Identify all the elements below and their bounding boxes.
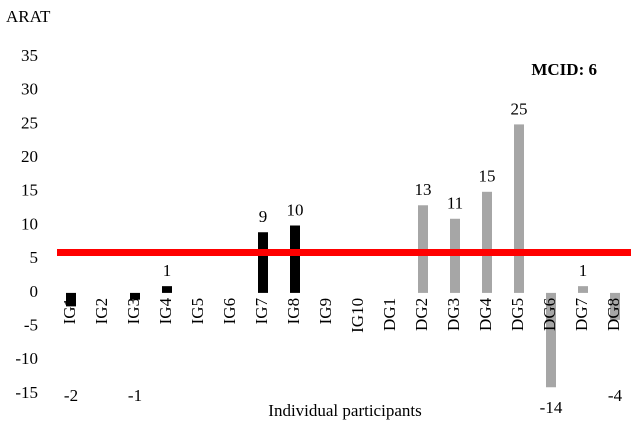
data-label: -2 — [64, 386, 78, 405]
x-tick-label: IG3 — [124, 298, 143, 324]
y-tick-label: 35 — [21, 46, 38, 65]
x-tick-label: DG7 — [572, 297, 591, 331]
bar — [546, 292, 556, 388]
bar — [482, 191, 492, 293]
y-tick-label: 0 — [30, 282, 39, 301]
data-label: 9 — [259, 207, 268, 226]
x-tick-label: DG8 — [604, 298, 623, 331]
data-label: 13 — [415, 180, 432, 199]
y-tick-label: 20 — [21, 147, 38, 166]
data-label: -14 — [540, 398, 563, 417]
y-tick-label: 15 — [21, 181, 38, 200]
data-label: -4 — [608, 386, 623, 405]
bar — [258, 232, 268, 293]
x-tick-label: IG6 — [220, 298, 239, 324]
data-label: -1 — [128, 386, 142, 405]
bar — [610, 292, 620, 320]
x-tick-label: IG2 — [92, 298, 111, 324]
y-tick-label: 25 — [21, 113, 38, 132]
x-tick-label: IG1 — [60, 298, 79, 324]
bar — [130, 292, 140, 300]
y-tick-label: -5 — [24, 316, 38, 335]
x-axis-label: Individual participants — [268, 401, 421, 420]
x-tick-label: DG2 — [412, 298, 431, 331]
x-tick-label: DG4 — [476, 297, 495, 331]
x-tick-label: IG4 — [156, 297, 175, 324]
y-tick-label: 5 — [30, 248, 39, 267]
x-tick-label: DG1 — [380, 298, 399, 331]
bar — [66, 292, 76, 307]
data-label: 1 — [163, 261, 172, 280]
x-tick-label: IG8 — [284, 298, 303, 324]
x-tick-label: DG5 — [508, 298, 527, 331]
y-tick-label: -10 — [15, 349, 38, 368]
y-tick-label: -15 — [15, 383, 38, 402]
bar — [514, 124, 524, 293]
data-label: 11 — [447, 194, 463, 213]
x-tick-label: IG5 — [188, 298, 207, 324]
reference-label: MCID: 6 — [531, 60, 597, 79]
y-tick-label: 30 — [21, 80, 38, 99]
x-tick-label: IG10 — [348, 298, 367, 333]
y-tick-label: 10 — [21, 214, 38, 233]
data-label: 1 — [579, 261, 588, 280]
y-axis-label: ARAT — [6, 7, 51, 26]
x-tick-label: IG7 — [252, 297, 271, 324]
bar — [578, 286, 588, 293]
data-label: 15 — [479, 167, 496, 186]
x-tick-label: DG3 — [444, 298, 463, 331]
data-label: 10 — [287, 200, 304, 219]
data-label: 25 — [511, 99, 528, 118]
x-tick-label: IG9 — [316, 298, 335, 324]
bar — [162, 286, 172, 293]
bar — [290, 225, 300, 293]
x-tick-label: DG6 — [540, 298, 559, 331]
